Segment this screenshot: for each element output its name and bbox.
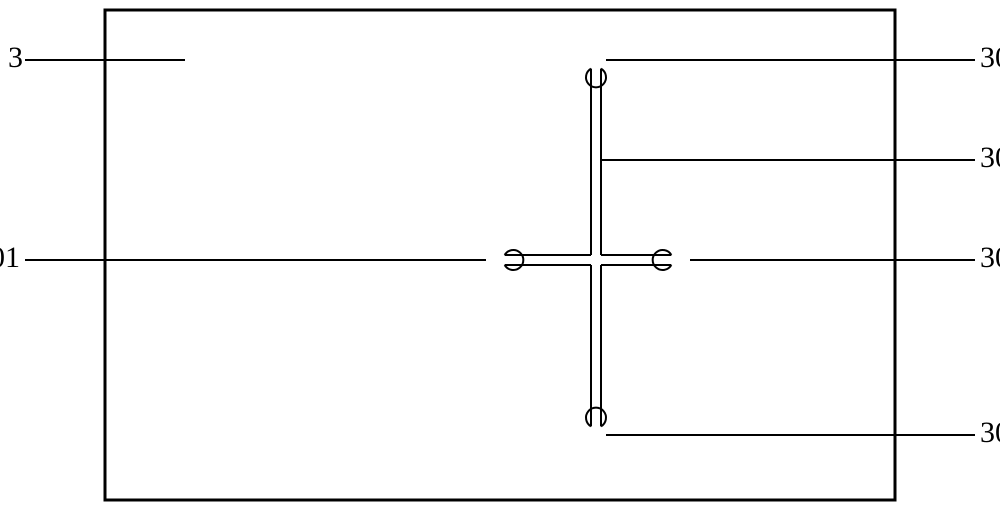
port-left-arc [505,250,524,270]
port-bottom-arc [586,408,606,427]
leader-lines [25,60,975,435]
label-304: 304 [980,416,1000,449]
cross-channel [505,69,672,427]
labels: 3 301 302 303 304 305 [0,41,1000,449]
port-top-arc [586,69,606,88]
device-frame [105,10,895,500]
label-302: 302 [980,241,1000,274]
label-303: 303 [980,41,1000,74]
diagram-canvas: 3 301 302 303 304 305 [0,0,1000,511]
port-right-arc [653,250,672,270]
label-305: 305 [980,141,1000,174]
label-3: 3 [8,41,23,74]
label-301: 301 [0,241,20,274]
